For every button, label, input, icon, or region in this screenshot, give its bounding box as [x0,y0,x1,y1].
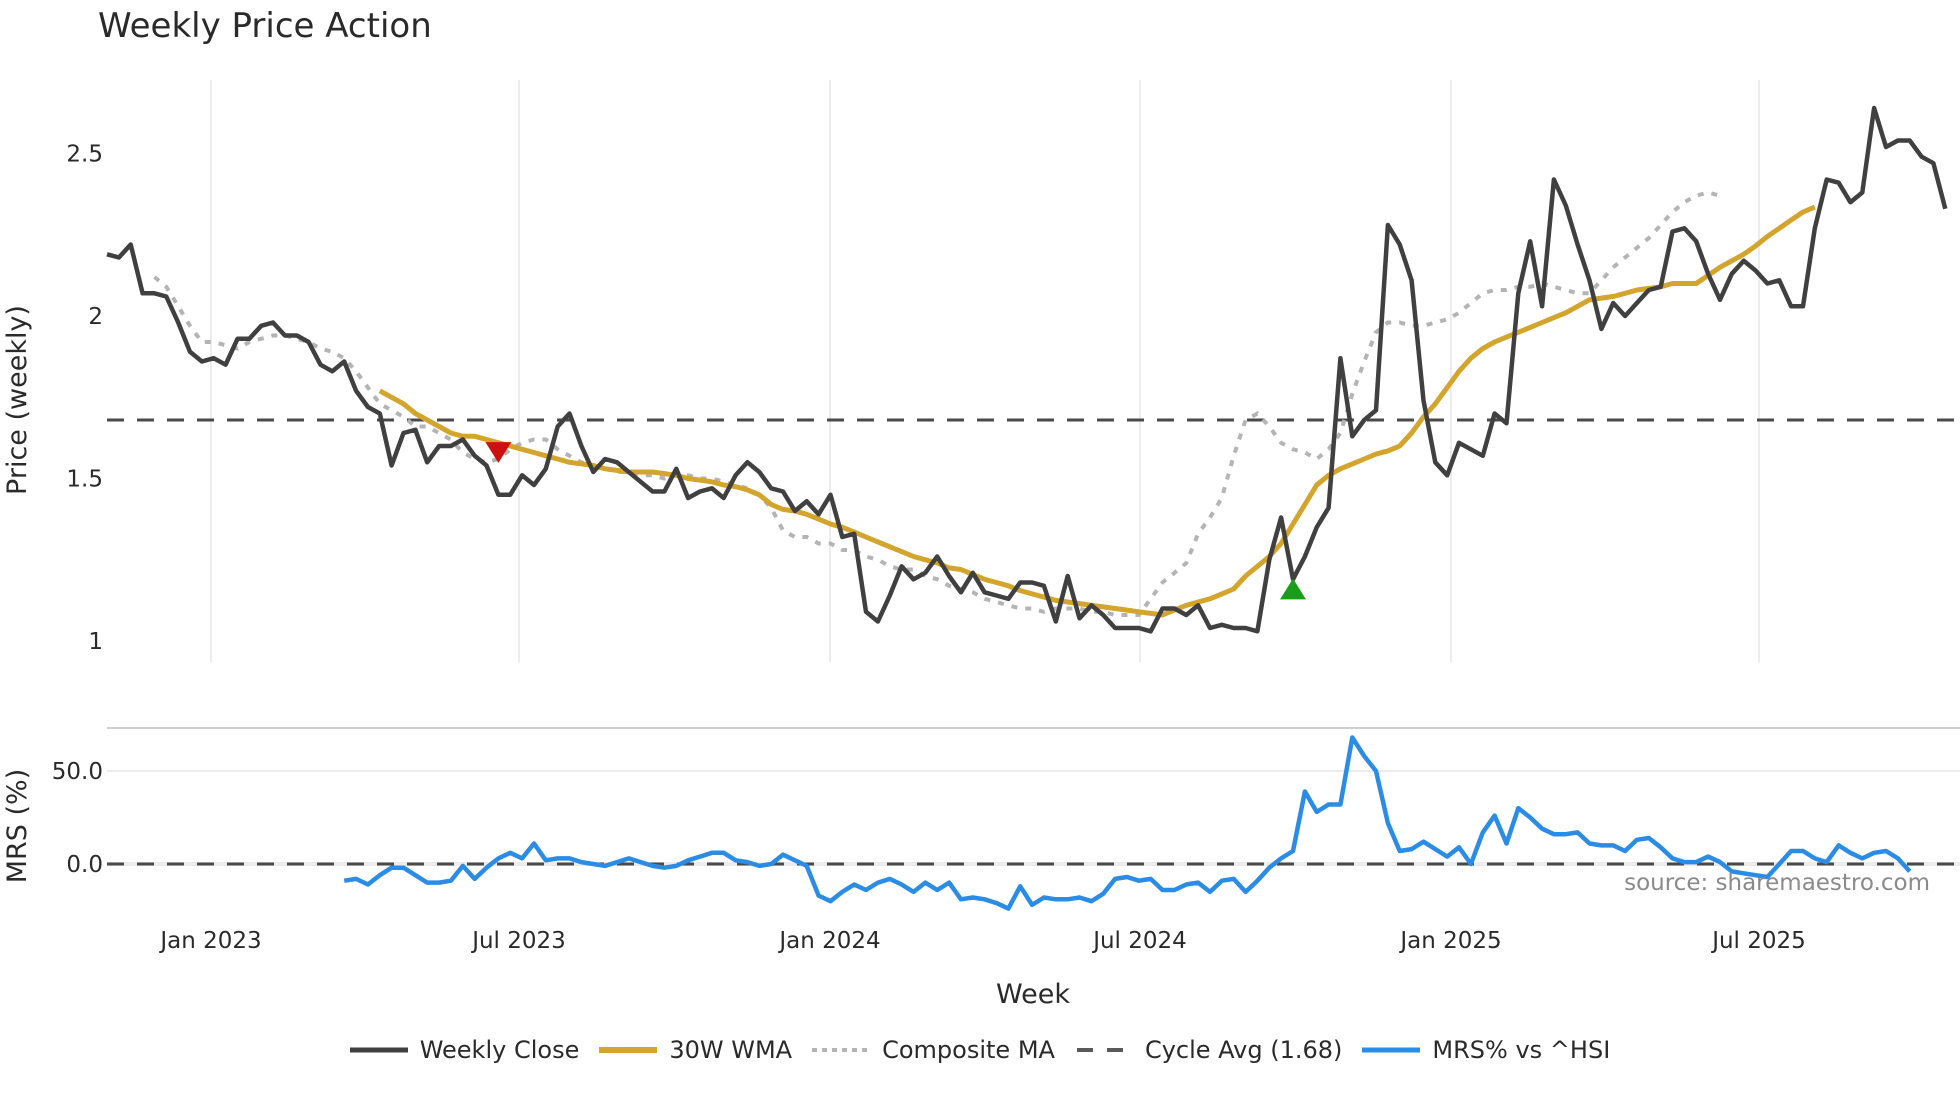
sell-signal-triangle-down-icon [485,442,512,463]
y-tick-label-price: 1.5 [66,467,103,493]
y-axis-title-mrs: MRS (%) [2,769,33,884]
price-panel [106,105,1960,634]
y-axis-title-price: Price (weekly) [2,305,33,495]
legend-item-30w-wma[interactable]: 30W WMA [599,1036,792,1064]
y-tick-label-mrs: 0.0 [66,852,103,878]
chart-plot-area: 1 1.5 2 2.5 0.0 50.0 Jan 2023 Jul 2023 Jan 2024… [2,80,1960,1010]
series-line [106,105,1948,634]
series-line [153,190,1721,617]
legend-label: Composite MA [882,1036,1055,1064]
mrs-panel [107,735,1960,911]
signal-markers [485,442,1306,600]
legend-label: MRS% vs ^HSI [1432,1036,1611,1064]
source-annotation: source: sharemaestro.com [1624,870,1930,896]
series-line [343,735,1912,911]
series-line [378,204,1816,618]
y-tick-label-price: 2.5 [66,142,103,168]
dashed-line-icon [1076,1048,1133,1052]
legend-label: Cycle Avg (1.68) [1144,1036,1343,1064]
x-axis-ticks: Jan 2023 Jul 2023 Jan 2024 Jul 2024 Jan 2025… [158,928,1805,954]
x-gridlines [210,80,1760,662]
x-axis-title: Week [996,979,1070,1010]
x-tick-label: Jul 2025 [1710,928,1806,954]
dotted-line-icon [812,1048,871,1052]
y-tick-label-price: 1 [88,629,103,655]
y-axis-ticks: 1 1.5 2 2.5 0.0 50.0 [52,142,103,879]
y-tick-label-price: 2 [88,304,103,330]
solid-line-icon [1362,1047,1421,1053]
legend-label: Weekly Close [419,1036,580,1064]
x-tick-label: Jul 2024 [1091,928,1187,954]
buy-signal-triangle-up-icon [1280,578,1306,600]
x-tick-label: Jul 2023 [470,928,566,954]
solid-line-icon [599,1047,658,1053]
legend-item-weekly-close[interactable]: Weekly Close [349,1036,580,1064]
x-tick-label: Jan 2024 [777,928,880,954]
y-tick-label-mrs: 50.0 [52,759,103,785]
legend-label: 30W WMA [669,1036,793,1064]
solid-line-icon [349,1047,408,1053]
legend-item-composite-ma[interactable]: Composite MA [812,1036,1055,1064]
chart-title: Weekly Price Action [98,6,432,46]
legend: Weekly Close 30W WMA Composite MA Cycle … [0,1036,1960,1064]
x-tick-label: Jan 2023 [158,928,261,954]
legend-item-mrs[interactable]: MRS% vs ^HSI [1362,1036,1610,1064]
legend-item-cycle-avg[interactable]: Cycle Avg (1.68) [1075,1036,1342,1064]
x-tick-label: Jan 2025 [1398,928,1501,954]
